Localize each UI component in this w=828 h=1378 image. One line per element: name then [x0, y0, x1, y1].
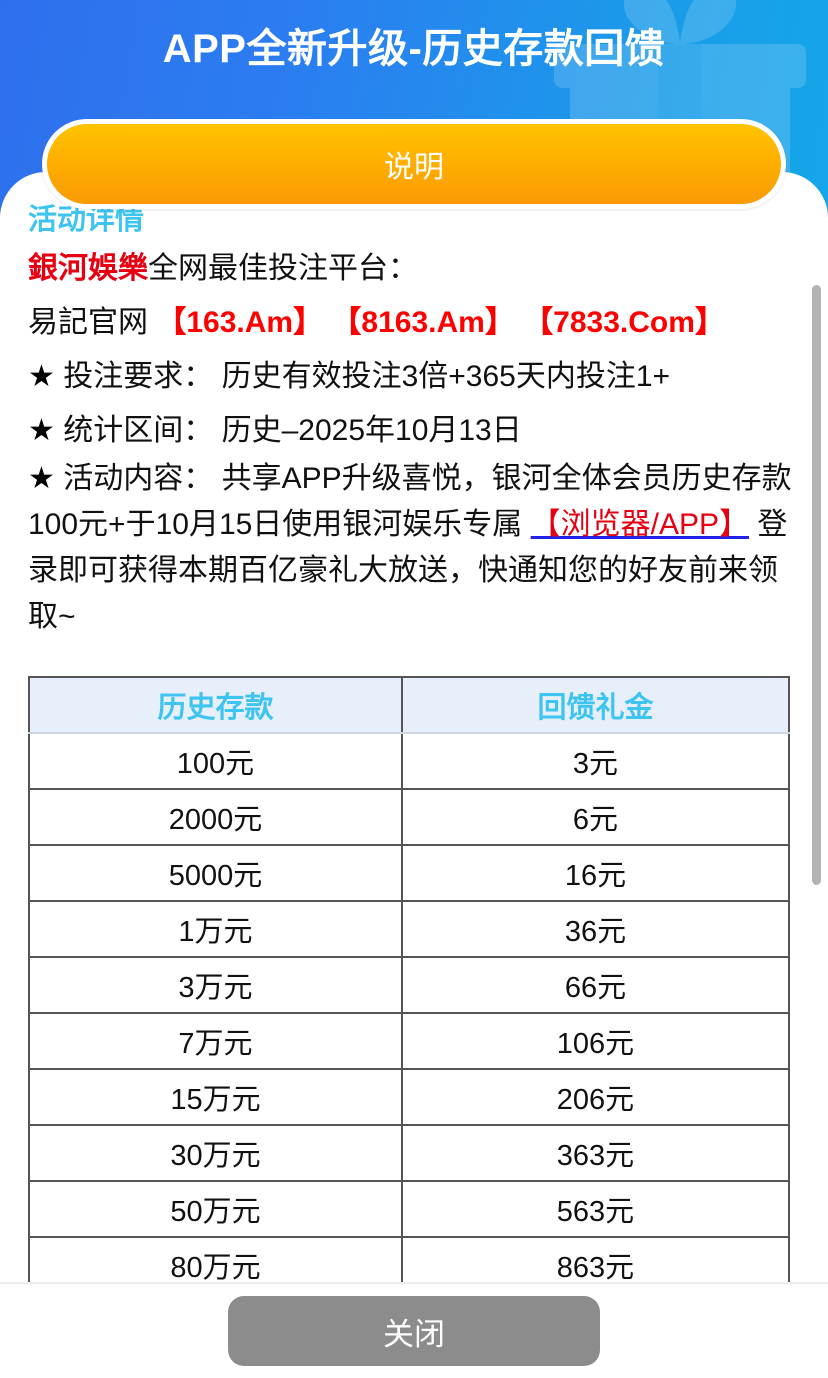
domains-line: 易記官网 【163.Am】 【8163.Am】 【7833.Com】	[28, 300, 800, 346]
domain-1[interactable]: 【163.Am】	[156, 306, 324, 340]
explain-button[interactable]: 说明	[42, 119, 786, 209]
cell-deposit: 15万元	[28, 1068, 403, 1127]
cell-reward: 363元	[401, 1124, 790, 1183]
table-row: 3万元 66元	[28, 956, 790, 1015]
cell-deposit: 50万元	[28, 1180, 403, 1239]
cell-reward: 863元	[401, 1236, 790, 1282]
table-row: 1万元 36元	[28, 900, 790, 959]
period-line: ★ 统计区间： 历史–2025年10月13日	[28, 408, 800, 454]
table-header-row: 历史存款 回馈礼金	[28, 676, 790, 735]
cell-deposit: 2000元	[28, 788, 403, 847]
cell-reward: 563元	[401, 1180, 790, 1239]
reward-table: 历史存款 回馈礼金 100元 3元 2000元 6元 5000元 16元 1万元 36元 3万元…	[28, 676, 790, 1282]
activity-content-part2: 登录即可获得本期百亿豪礼大放送，快通知您的好友前来领取~	[28, 508, 788, 634]
table-row: 30万元 363元	[28, 1124, 790, 1183]
vertical-scrollbar[interactable]	[812, 285, 821, 885]
cell-deposit: 3万元	[28, 956, 403, 1015]
cell-reward: 36元	[401, 900, 790, 959]
table-row: 7万元 106元	[28, 1012, 790, 1071]
close-button[interactable]: 关闭	[228, 1296, 600, 1366]
activity-content-label: 活动内容：	[54, 462, 214, 496]
cell-deposit: 80万元	[28, 1236, 403, 1282]
table-row: 5000元 16元	[28, 844, 790, 903]
content-panel: 活动详情 銀河娛樂全网最佳投注平台： 易記官网 【163.Am】 【8163.A…	[0, 172, 828, 1282]
reward-table-wrapper: 历史存款 回馈礼金 100元 3元 2000元 6元 5000元 16元 1万元 36元 3万元…	[28, 676, 800, 1282]
section-title: 活动详情	[28, 204, 145, 236]
table-row: 100元 3元	[28, 732, 790, 791]
table-row: 50万元 563元	[28, 1180, 790, 1239]
intro-line: 銀河娛樂全网最佳投注平台：	[28, 246, 800, 292]
page-title: APP全新升级-历史存款回馈	[162, 27, 666, 71]
cell-reward: 206元	[401, 1068, 790, 1127]
cell-reward: 66元	[401, 956, 790, 1015]
content-scroll-area[interactable]: 活动详情 銀河娛樂全网最佳投注平台： 易記官网 【163.Am】 【8163.A…	[0, 172, 828, 1282]
table-row: 80万元 863元	[28, 1236, 790, 1282]
star-icon: ★	[28, 462, 55, 496]
star-icon: ★	[28, 360, 55, 394]
column-header-deposit: 历史存款	[28, 676, 403, 735]
star-icon: ★	[28, 414, 55, 448]
cell-deposit: 7万元	[28, 1012, 403, 1071]
dialog-footer: 关闭	[0, 1282, 828, 1378]
browser-app-link[interactable]: 【浏览器/APP】	[530, 508, 750, 542]
period-label: 统计区间：	[54, 414, 214, 448]
domains-prefix: 易記官网	[28, 306, 157, 340]
bet-requirement-label: 投注要求：	[54, 360, 214, 394]
domain-2[interactable]: 【8163.Am】	[331, 306, 515, 340]
table-row: 2000元 6元	[28, 788, 790, 847]
cell-reward: 16元	[401, 844, 790, 903]
cell-deposit: 100元	[28, 732, 403, 791]
cell-reward: 106元	[401, 1012, 790, 1071]
cell-deposit: 5000元	[28, 844, 403, 903]
bet-requirement-line: ★ 投注要求： 历史有效投注3倍+365天内投注1+	[28, 354, 800, 400]
cell-deposit: 30万元	[28, 1124, 403, 1183]
cell-reward: 6元	[401, 788, 790, 847]
activity-content-line: ★ 活动内容： 共享APP升级喜悦，银河全体会员历史存款100元+于10月15日…	[28, 456, 800, 640]
column-header-reward: 回馈礼金	[401, 676, 790, 735]
activity-content-part1: 共享APP升级喜悦，银河全体会员历史存款100元+于10月15日使用银河娱乐专属	[28, 462, 792, 542]
cell-deposit: 1万元	[28, 900, 403, 959]
period-value: 历史–2025年10月13日	[213, 414, 522, 448]
domain-3[interactable]: 【7833.Com】	[523, 306, 725, 340]
intro-rest: 全网最佳投注平台：	[148, 252, 418, 286]
brand-name: 銀河娛樂	[28, 252, 148, 286]
bet-requirement-value: 历史有效投注3倍+365天内投注1+	[213, 360, 671, 394]
cell-reward: 3元	[401, 732, 790, 791]
table-row: 15万元 206元	[28, 1068, 790, 1127]
